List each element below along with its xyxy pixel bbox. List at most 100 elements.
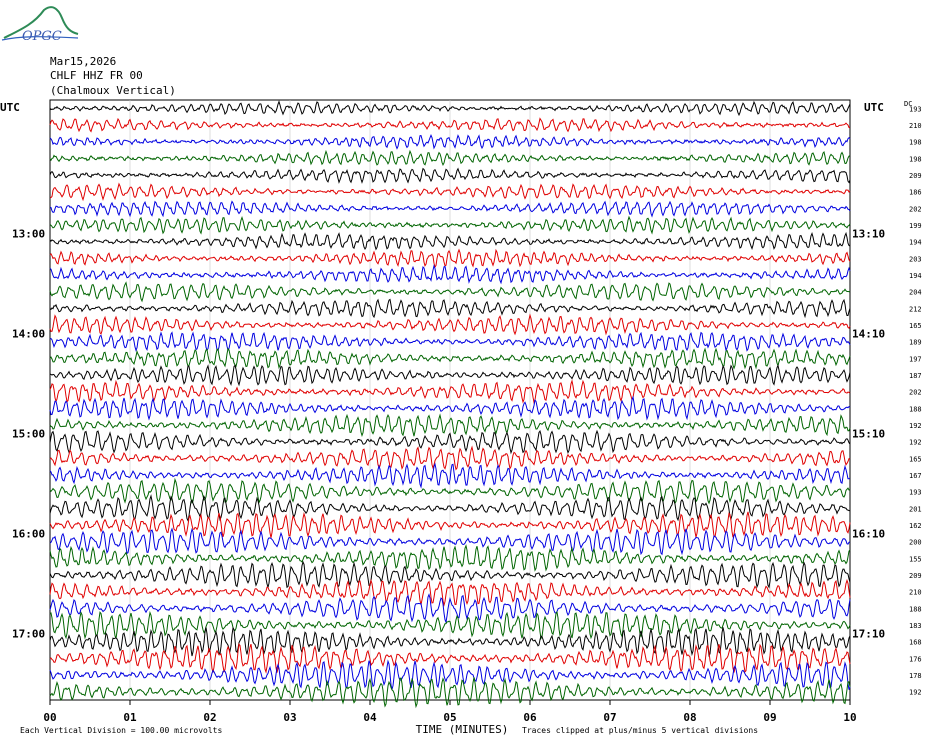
seismic-trace-row: [49, 248, 851, 269]
x-tick-label: 03: [283, 711, 296, 724]
seismic-trace-row: [49, 117, 851, 133]
x-tick-label: 05: [443, 711, 456, 724]
dc-offset-label: 189: [909, 339, 922, 347]
left-hour-label: 15:00: [12, 427, 45, 440]
seismic-trace-row: [49, 298, 851, 319]
seismic-trace-row: [49, 610, 851, 640]
dc-offset-label: 209: [909, 572, 922, 580]
dc-offset-label: 201: [909, 505, 922, 513]
x-axis-title: TIME (MINUTES): [416, 723, 509, 736]
dc-offset-label: 155: [909, 555, 922, 563]
dc-offset-label: 168: [909, 639, 922, 647]
x-tick-label: 07: [603, 711, 616, 724]
dc-offset-label: 204: [909, 289, 922, 297]
dc-offset-label: 194: [909, 272, 922, 280]
date-label: Mar15,2026: [50, 55, 117, 68]
trace-group: [49, 100, 851, 709]
dc-offset-label: 200: [909, 539, 922, 547]
seismic-trace-row: [49, 331, 851, 352]
x-tick-label: 08: [683, 711, 696, 724]
seismic-trace-row: [49, 100, 851, 117]
dc-offset-label: 186: [909, 189, 922, 197]
left-hour-label: 13:00: [12, 227, 45, 240]
dc-offset-label: 203: [909, 255, 922, 263]
dc-offset-label: 194: [909, 239, 922, 247]
seismic-trace-row: [49, 544, 851, 572]
seismic-trace-row: [49, 429, 851, 455]
seismic-trace-row: [49, 677, 851, 709]
x-tick-label: 00: [43, 711, 56, 724]
dc-offset-label: 210: [909, 589, 922, 597]
seismic-trace-row: [49, 264, 851, 285]
seismic-trace-row: [49, 167, 851, 184]
dc-offset-label: 188: [909, 405, 922, 413]
seismic-trace-row: [49, 626, 851, 658]
seismic-trace-row: [49, 560, 851, 590]
seismic-trace-row: [49, 511, 851, 538]
dc-offset-label: 197: [909, 355, 922, 363]
left-hour-label: 14:00: [12, 327, 45, 340]
seismic-trace-row: [49, 593, 851, 625]
dc-offset-label: 192: [909, 439, 922, 447]
x-tick-label: 02: [203, 711, 216, 724]
seismic-trace-row: [49, 379, 851, 405]
right-hour-label: 16:10: [852, 527, 885, 540]
seismic-trace-row: [49, 363, 851, 387]
scale-note: Each Vertical Division = 100.00 microvol…: [20, 726, 223, 735]
svg-text:OPGC: OPGC: [22, 29, 62, 44]
dc-offset-label: 192: [909, 422, 922, 430]
seismic-trace-row: [49, 659, 851, 690]
dc-offset-label: 193: [909, 489, 922, 497]
dc-offset-label: 176: [909, 655, 922, 663]
dc-offset-label: 199: [909, 222, 922, 230]
dc-offset-label: 162: [909, 522, 922, 530]
right-hour-label: 13:10: [852, 227, 885, 240]
dc-offset-label: 188: [909, 605, 922, 613]
dc-offset-label: 209: [909, 172, 922, 180]
seismic-trace-row: [49, 133, 851, 150]
dc-offset-label: 193: [909, 105, 922, 113]
dc-offset-label: 165: [909, 455, 922, 463]
seismic-trace-row: [49, 200, 851, 218]
dc-offset-label: 187: [909, 372, 922, 380]
channel-label: CHLF HHZ FR 00: [50, 69, 143, 82]
seismic-trace-row: [49, 281, 851, 303]
opgc-logo: OPGC: [1, 6, 79, 44]
dc-offset-label: 198: [909, 155, 922, 163]
seismic-trace-row: [49, 578, 851, 607]
x-tick-label: 06: [523, 711, 537, 724]
seismic-trace-row: [49, 215, 851, 235]
seismic-trace-row: [49, 395, 851, 421]
dc-offset-label: 202: [909, 205, 922, 213]
dc-offset-label: 178: [909, 672, 922, 680]
dc-offset-label: 167: [909, 472, 922, 480]
dc-offset-label: 202: [909, 389, 922, 397]
dc-offset-label: 183: [909, 622, 922, 630]
dc-offset-label: 210: [909, 122, 922, 130]
dc-offset-label: 212: [909, 305, 922, 313]
seismic-trace-row: [49, 494, 850, 522]
dc-offset-label: 165: [909, 322, 922, 330]
seismic-trace-row: [49, 182, 851, 202]
seismic-trace-row: [49, 527, 851, 556]
right-utc-label: UTC: [864, 101, 884, 114]
seismic-trace-row: [49, 642, 851, 674]
seismic-trace-row: [49, 231, 851, 251]
left-hour-label: 16:00: [12, 527, 45, 540]
seismic-trace-row: [49, 347, 851, 370]
seismic-trace-row: [49, 445, 851, 471]
clip-note: Traces clipped at plus/minus 5 vertical …: [522, 726, 759, 735]
x-tick-label: 01: [123, 711, 137, 724]
dc-offset-label: 198: [909, 139, 922, 147]
axis-labels: 00 01 02 03 04 05 06 07 08 09 10 TIME (MINUTES) UTC U…: [0, 100, 922, 736]
left-utc-label: UTC: [0, 101, 20, 114]
left-hour-label: 17:00: [12, 627, 45, 640]
seismic-trace-row: [49, 149, 851, 166]
seismic-trace-row: [49, 313, 851, 336]
seismic-trace-row: [49, 413, 851, 437]
seismic-trace-row: [49, 462, 851, 489]
x-tick-label: 10: [843, 711, 856, 724]
station-label: (Chalmoux Vertical): [50, 84, 176, 97]
dc-offset-label: 192: [909, 689, 922, 697]
